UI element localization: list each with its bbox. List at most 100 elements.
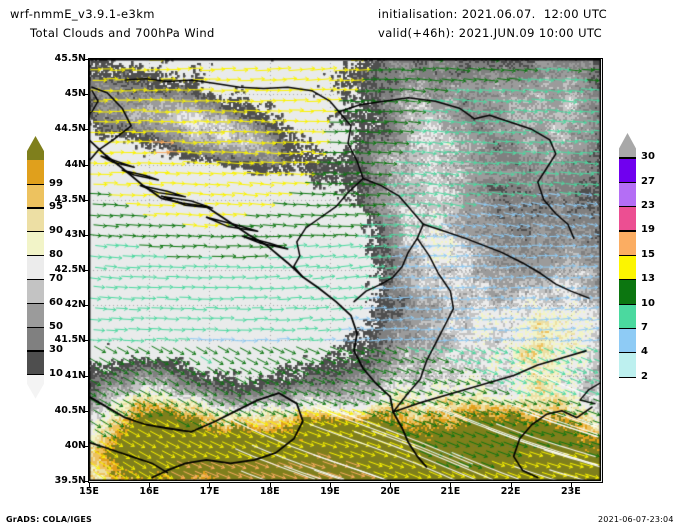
colorbar-label: 95 xyxy=(49,201,63,213)
colorbar-segment xyxy=(27,159,44,185)
colorbar-label: 10 xyxy=(641,297,655,309)
colorbar-label: 2 xyxy=(641,370,648,382)
colorbar-tick xyxy=(619,352,636,354)
lon-tick-label: 16E xyxy=(139,486,160,497)
colorbar-label: 27 xyxy=(641,175,655,187)
lat-tick-mark xyxy=(83,270,88,271)
colorbar-tick xyxy=(27,255,44,257)
colorbar-segment xyxy=(27,278,44,304)
colorbar-label: 80 xyxy=(49,249,63,261)
colorbar-label: 15 xyxy=(641,248,655,260)
colorbar-tick xyxy=(619,157,636,159)
colorbar-tick xyxy=(27,374,44,376)
colorbar-tick xyxy=(27,350,44,352)
lat-tick-mark xyxy=(83,59,88,60)
colorbar-tick xyxy=(619,279,636,281)
valid-time: valid(+46h): 2021.JUN.09 10:00 UTC xyxy=(378,26,603,40)
model-name: wrf-nmmE_v3.9.1-e3km xyxy=(10,7,155,21)
lat-tick-label: 42N xyxy=(64,299,86,311)
colorbar-segment xyxy=(27,255,44,280)
wind-speed-colorbar: 2 4 7 10 13 15 19 23 27 30 xyxy=(619,133,655,402)
colorbar-segment xyxy=(619,181,636,207)
colorbar-segment xyxy=(619,352,636,378)
colorbar-tick xyxy=(619,303,636,305)
colorbar-tick xyxy=(619,206,636,208)
colorbar-tick xyxy=(27,278,44,281)
lon-tick-mark xyxy=(510,482,512,487)
colorbar-segment xyxy=(27,136,44,161)
lon-tick-mark xyxy=(390,482,392,487)
lon-tick-mark xyxy=(209,482,211,487)
lon-tick-mark xyxy=(450,482,452,487)
colorbar-tick xyxy=(619,254,636,256)
colorbar-tick xyxy=(619,327,636,330)
colorbar-label: 19 xyxy=(641,224,655,236)
map-plot-area xyxy=(88,58,603,483)
colorbar-label: 4 xyxy=(641,346,648,358)
colorbar-tick xyxy=(619,181,636,183)
colorbar-label: 90 xyxy=(49,225,63,237)
lat-tick-mark xyxy=(83,305,88,307)
lon-tick-label: 15E xyxy=(79,486,99,497)
colorbar-tick xyxy=(27,302,44,304)
weather-map-canvas xyxy=(89,59,601,481)
colorbar-tick xyxy=(27,183,44,185)
lon-tick-label: 18E xyxy=(259,486,280,497)
colorbar-segment xyxy=(27,374,44,399)
colorbar-tick xyxy=(27,231,44,233)
lon-tick-label: 21E xyxy=(440,486,461,497)
colorbar-tick xyxy=(619,376,636,378)
initialisation-time: initialisation: 2021.06.07. 12:00 UTC xyxy=(378,7,608,21)
colorbar-tick xyxy=(27,326,44,328)
lon-tick-mark xyxy=(329,482,331,487)
colorbar-tick xyxy=(27,207,44,209)
colorbar-label: 23 xyxy=(641,200,655,212)
lon-tick-label: 17E xyxy=(199,486,220,497)
lat-tick-label: 44N xyxy=(64,158,86,170)
grads-attribution: GrADS: COLA/IGES xyxy=(6,515,92,524)
lat-tick-mark xyxy=(83,129,88,131)
lat-tick-mark xyxy=(83,199,88,201)
lon-tick-mark xyxy=(570,482,572,487)
lat-tick-label: 44.5N xyxy=(54,123,86,135)
lat-tick-label: 43N xyxy=(64,228,86,240)
lat-tick-label: 40N xyxy=(64,439,86,451)
lon-tick-label: 19E xyxy=(320,486,340,497)
colorbar-segment xyxy=(619,254,636,280)
colorbar-label: 70 xyxy=(49,272,63,284)
field-description: Total Clouds and 700hPa Wind xyxy=(30,26,215,40)
lat-tick-mark xyxy=(83,340,88,342)
lat-tick-mark xyxy=(83,410,88,412)
colorbar-label: 30 xyxy=(641,151,655,163)
colorbar-label: 50 xyxy=(49,320,63,332)
lon-tick-label: 20E xyxy=(380,486,401,497)
colorbar-segment xyxy=(619,133,636,158)
lon-tick-label: 23E xyxy=(561,486,581,497)
colorbar-label: 30 xyxy=(49,344,63,356)
colorbar-segment xyxy=(619,376,636,402)
lat-tick-label: 43.5N xyxy=(54,193,86,205)
lon-tick-mark xyxy=(149,482,151,487)
lon-tick-mark xyxy=(269,482,271,487)
colorbar-segment xyxy=(619,157,636,183)
lat-tick-label: 41.5N xyxy=(54,334,86,346)
colorbar-segment xyxy=(27,350,44,375)
colorbar-segment xyxy=(27,302,44,328)
lat-tick-label: 39.5N xyxy=(54,475,86,486)
colorbar-label: 10 xyxy=(49,368,63,380)
lat-tick-mark xyxy=(83,481,88,482)
colorbar-segment xyxy=(619,327,636,353)
colorbar-label: 99 xyxy=(49,177,63,189)
lon-tick-mark xyxy=(89,482,90,487)
colorbar-segment xyxy=(27,231,44,256)
lat-tick-mark xyxy=(83,94,88,96)
colorbar-segment xyxy=(27,207,44,232)
colorbar-tick xyxy=(619,230,636,232)
colorbar-segment xyxy=(619,279,636,305)
colorbar-segment xyxy=(619,206,636,232)
lat-tick-mark xyxy=(83,445,88,447)
colorbar-label: 13 xyxy=(641,273,655,285)
colorbar-label: 7 xyxy=(641,321,648,333)
lat-tick-label: 45.5N xyxy=(54,53,86,64)
lat-tick-label: 40.5N xyxy=(54,404,86,416)
